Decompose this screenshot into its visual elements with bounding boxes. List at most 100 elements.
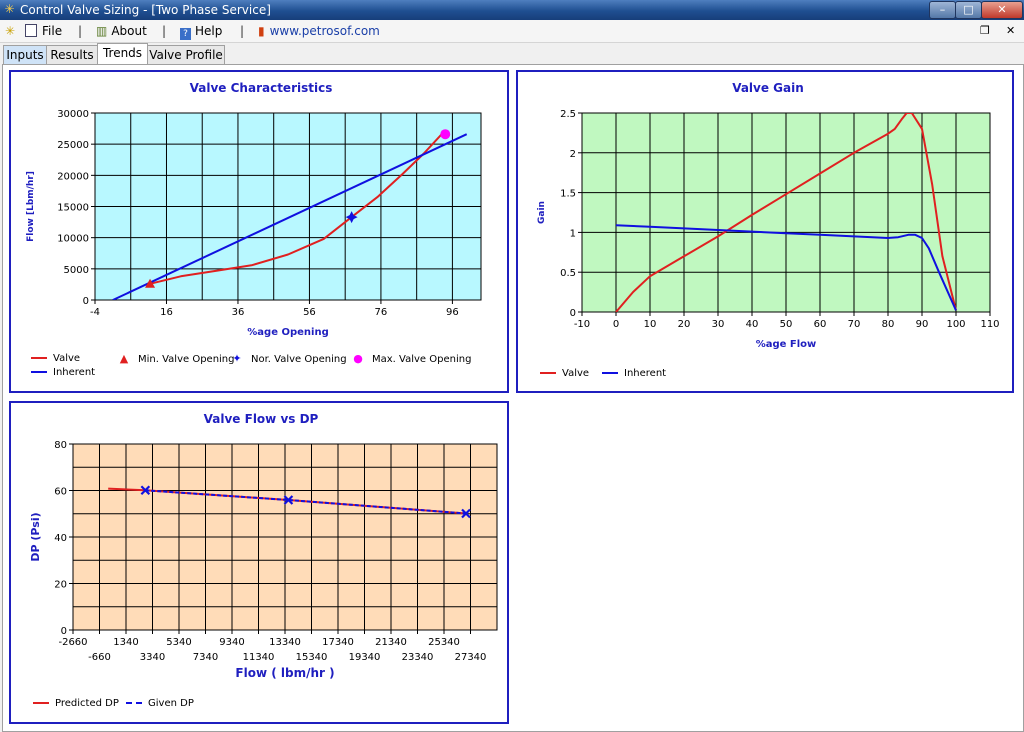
y-tick-label: 25000 [57, 140, 89, 151]
x-tick-label: 0 [613, 319, 619, 330]
menu-help[interactable]: ? Help [180, 23, 222, 40]
x-tick-label: 80 [882, 319, 895, 330]
menu-separator: | [162, 24, 167, 38]
x-tick-label: 7340 [193, 652, 218, 663]
book-icon: ▥ [96, 24, 108, 38]
menu-file-label: File [42, 24, 63, 38]
x-tick-label: 21340 [375, 637, 407, 648]
y-tick-label: 20 [54, 580, 67, 591]
y-tick-label: 2 [570, 149, 576, 160]
y-tick-label: 2.5 [560, 109, 576, 120]
legend-swatch [540, 372, 556, 374]
x-tick-label: 11340 [243, 652, 275, 663]
legend-swatch [31, 357, 47, 359]
y-tick-label: 30000 [57, 109, 89, 120]
valve-characteristics-chart: Valve Characteristics -4 16 36 56 76 96 0 5000 10… [26, 81, 482, 338]
window-title: Control Valve Sizing - [Two Phase Servic… [20, 3, 271, 17]
x-tick-label: 40 [746, 319, 759, 330]
y-tick-label: 0 [570, 308, 576, 319]
y-axis-label: DP (Psi) [29, 512, 42, 561]
y-tick-label: 1 [570, 228, 576, 239]
y-axis-label: Flow [Lbm/hr] [26, 171, 36, 242]
diamond-icon: ✦ [232, 352, 242, 365]
x-tick-label: 96 [446, 307, 459, 318]
valve-flow-dp-panel: Valve Flow vs DP -2660 -660 1340 3340 5340 734… [9, 401, 509, 724]
chart-title: Valve Characteristics [190, 81, 333, 95]
max-valve-opening-marker [440, 129, 451, 140]
chart-title: Valve Gain [732, 81, 804, 95]
x-tick-label: 1340 [113, 637, 138, 648]
legend-label: Max. Valve Opening [372, 354, 472, 365]
given-dp-point-marker [283, 495, 294, 505]
bookmark-icon: ▮ [258, 24, 265, 38]
x-tick-label: 90 [916, 319, 929, 330]
gear-icon[interactable]: ✳ [5, 24, 16, 38]
y-tick-label: 0 [83, 296, 89, 307]
y-tick-label: 5000 [64, 265, 89, 276]
legend-label: Valve [53, 353, 81, 364]
legend-label: Given DP [148, 698, 194, 709]
legend-item: Inherent [602, 368, 666, 380]
x-tick-label: 3340 [140, 652, 165, 663]
y-axis-label: Gain [537, 201, 547, 224]
y-tick-label: 40 [54, 533, 67, 544]
x-tick-label: 110 [980, 319, 999, 330]
series-line-valve [615, 113, 957, 312]
close-button[interactable]: ✕ [981, 1, 1023, 19]
circle-icon: ● [353, 352, 363, 365]
mdi-restore-button[interactable]: ❐ [980, 24, 990, 37]
y-tick-label: 20000 [57, 171, 89, 182]
tab-results[interactable]: Results [46, 45, 98, 64]
trends-content: Valve Characteristics -4 16 36 56 76 96 0 5000 10… [2, 64, 1024, 732]
legend-item: ● Max. Valve Opening [350, 353, 471, 366]
valve-gain-panel: Valve Gain -10 0 10 20 30 40 50 60 70 80 90 100 110 0 0… [516, 70, 1014, 393]
tab-trends[interactable]: Trends [97, 43, 148, 65]
menu-about-label: About [111, 24, 147, 38]
x-axis-label: %age Opening [247, 327, 328, 338]
menu-file[interactable]: File [25, 23, 62, 39]
menu-bar: ✳ File | ▥ About | ? Help | ▮ www.petrosof.… [0, 20, 1024, 43]
y-tick-label: 60 [54, 487, 67, 498]
legend-item: ▲ Min. Valve Opening [116, 353, 235, 366]
menu-help-label: Help [195, 24, 223, 38]
mdi-close-button[interactable]: ✕ [1006, 24, 1016, 37]
x-tick-label: 13340 [269, 637, 301, 648]
x-axis-label: Flow ( lbm/hr ) [235, 666, 334, 680]
title-bar: ✳ Control Valve Sizing - [Two Phase Serv… [0, 0, 1024, 20]
menu-about[interactable]: ▥ About [96, 23, 147, 39]
legend-swatch [31, 371, 47, 373]
triangle-icon: ▲ [119, 352, 129, 365]
minimize-button[interactable]: – [929, 1, 956, 19]
valve-characteristics-panel: Valve Characteristics -4 16 36 56 76 96 0 5000 10… [9, 70, 509, 393]
x-tick-label: 60 [814, 319, 827, 330]
x-tick-label: 10 [644, 319, 657, 330]
y-tick-label: 0.5 [560, 268, 576, 279]
maximize-button[interactable]: □ [955, 1, 982, 19]
series-line-valve [149, 133, 443, 285]
document-icon [25, 24, 37, 37]
y-tick-label: 15000 [57, 203, 89, 214]
website-link-label: www.petrosof.com [269, 24, 380, 38]
legend-swatch [33, 702, 49, 704]
x-tick-label: -4 [90, 307, 100, 318]
x-tick-label: 17340 [322, 637, 354, 648]
given-dp-point-marker [140, 485, 151, 496]
legend-swatch [126, 702, 142, 704]
legend-item: Given DP [126, 698, 194, 710]
website-link[interactable]: ▮ www.petrosof.com [258, 23, 380, 39]
legend-swatch [602, 372, 618, 374]
x-tick-label: 23340 [402, 652, 434, 663]
tab-valve-profile[interactable]: Valve Profile [147, 45, 225, 64]
series-line-inherent [615, 224, 957, 311]
menu-separator: | [78, 24, 83, 38]
x-tick-label: -2660 [58, 637, 87, 648]
x-tick-label: 56 [303, 307, 316, 318]
legend-label: Nor. Valve Opening [251, 354, 347, 365]
y-tick-label: 0 [61, 626, 67, 637]
tab-inputs[interactable]: Inputs [3, 45, 47, 64]
y-tick-label: 80 [54, 440, 67, 451]
nor-valve-opening-marker [345, 211, 358, 224]
valve-gain-chart: Valve Gain-10 0 10 20 30 40 50 60 70 80 90 100 11000… [537, 81, 1000, 350]
x-tick-label: 5340 [166, 637, 191, 648]
menu-separator: | [240, 24, 245, 38]
